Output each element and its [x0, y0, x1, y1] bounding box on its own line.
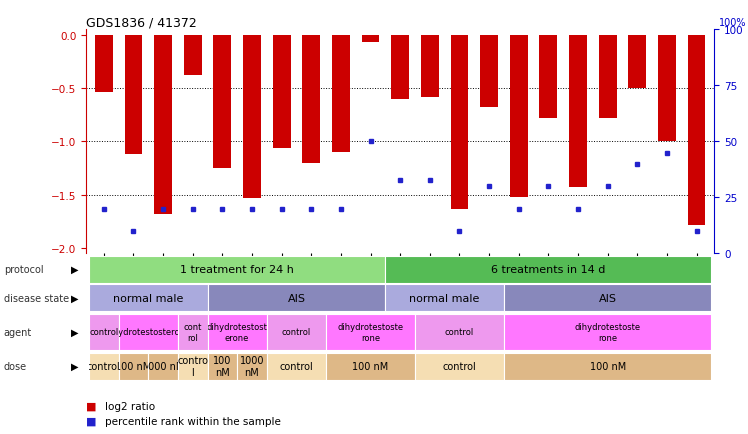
- Text: 1000 nM: 1000 nM: [142, 362, 184, 371]
- Text: dose: dose: [4, 362, 27, 371]
- Bar: [95, 36, 113, 93]
- Text: agent: agent: [4, 327, 32, 337]
- Text: control: control: [282, 328, 311, 337]
- Text: 100
nM: 100 nM: [213, 355, 232, 377]
- Text: dihydrotestoste
rone: dihydrotestoste rone: [574, 322, 641, 342]
- Text: control: control: [280, 362, 313, 371]
- Bar: [125, 36, 142, 155]
- Text: cont
rol: cont rol: [183, 322, 202, 342]
- Bar: [539, 36, 557, 119]
- Text: AIS: AIS: [598, 293, 616, 303]
- Text: 1 treatment for 24 h: 1 treatment for 24 h: [180, 265, 294, 274]
- Bar: [391, 36, 409, 99]
- Text: ▶: ▶: [71, 293, 79, 303]
- Bar: [658, 36, 675, 142]
- Text: ▶: ▶: [71, 362, 79, 371]
- Bar: [361, 36, 379, 43]
- Text: dihydrotestoste
rone: dihydrotestoste rone: [337, 322, 404, 342]
- Bar: [273, 36, 290, 148]
- Bar: [598, 36, 616, 119]
- Bar: [687, 36, 705, 225]
- Text: 1000
nM: 1000 nM: [240, 355, 264, 377]
- Text: 100 nM: 100 nM: [352, 362, 389, 371]
- Text: control: control: [445, 328, 474, 337]
- Text: GDS1836 / 41372: GDS1836 / 41372: [86, 16, 197, 29]
- Bar: [184, 36, 202, 76]
- Text: percentile rank within the sample: percentile rank within the sample: [105, 416, 280, 426]
- Bar: [332, 36, 350, 153]
- Text: normal male: normal male: [113, 293, 183, 303]
- Text: contro
l: contro l: [177, 355, 208, 377]
- Text: normal male: normal male: [409, 293, 479, 303]
- Text: control: control: [89, 328, 118, 337]
- Text: 100 nM: 100 nM: [589, 362, 626, 371]
- Text: dihydrotestosterone: dihydrotestosterone: [105, 328, 191, 337]
- Text: 100 nM: 100 nM: [115, 362, 152, 371]
- Text: control: control: [87, 362, 120, 371]
- Text: 6 treatments in 14 d: 6 treatments in 14 d: [491, 265, 606, 274]
- Bar: [243, 36, 261, 198]
- Text: control: control: [443, 362, 476, 371]
- Text: ▶: ▶: [71, 265, 79, 274]
- Text: log2 ratio: log2 ratio: [105, 401, 155, 411]
- Bar: [154, 36, 172, 214]
- Bar: [510, 36, 527, 197]
- Text: ■: ■: [86, 401, 96, 411]
- Text: 100%: 100%: [719, 18, 746, 28]
- Bar: [302, 36, 320, 164]
- Bar: [213, 36, 231, 169]
- Bar: [421, 36, 439, 97]
- Text: protocol: protocol: [4, 265, 43, 274]
- Bar: [480, 36, 498, 108]
- Text: ■: ■: [86, 416, 96, 426]
- Text: ▶: ▶: [71, 327, 79, 337]
- Text: dihydrotestost
erone: dihydrotestost erone: [206, 322, 268, 342]
- Bar: [569, 36, 587, 188]
- Bar: [628, 36, 646, 89]
- Bar: [450, 36, 468, 209]
- Text: disease state: disease state: [4, 293, 69, 303]
- Text: AIS: AIS: [287, 293, 305, 303]
